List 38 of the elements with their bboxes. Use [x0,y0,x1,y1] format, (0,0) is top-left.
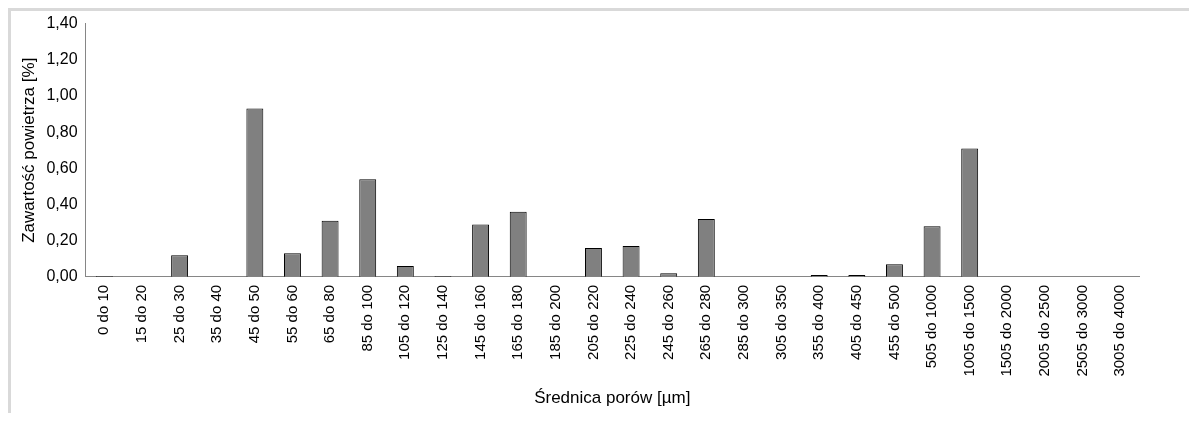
x-tick-label: 455 do 500 [884,284,902,360]
y-axis-title: Zawartość powietrza [%] [18,57,38,243]
x-tick-label: 1505 do 2000 [997,284,1015,377]
y-tick-label: 0,00 [46,267,78,285]
x-tick-label: 125 do 140 [433,284,451,360]
x-tick-label: 205 do 220 [583,284,601,360]
x-tick-label: 245 do 260 [658,284,676,360]
x-tick-label: 35 do 40 [207,284,225,344]
x-tick-label: 185 do 200 [545,284,563,360]
x-tick-label: 105 do 120 [395,284,413,360]
y-tick-label: 0,20 [46,231,78,249]
y-tick-label: 1,00 [46,86,78,104]
x-tick-label: 3005 do 4000 [1110,284,1128,377]
y-tick-label: 0,60 [46,158,78,176]
x-tick-label: 505 do 1000 [922,284,940,369]
x-tick-label: 0 do 10 [94,284,112,335]
x-tick-label: 145 do 160 [470,284,488,360]
y-tick-label: 1,40 [46,14,78,32]
x-tick-label: 285 do 300 [734,284,752,360]
y-tick-label: 1,20 [46,50,78,68]
x-tick-label: 165 do 180 [508,284,526,360]
y-tick-label: 0,80 [46,122,78,140]
x-tick-label: 85 do 100 [357,284,375,352]
x-tick-label: 25 do 30 [169,284,187,344]
x-tick-label: 2505 do 3000 [1072,284,1090,377]
x-axis-title: Średnica porów [µm] [534,388,691,408]
x-tick-label: 45 do 50 [244,284,262,344]
x-tick-label: 265 do 280 [696,284,714,360]
x-tick-label: 305 do 350 [771,284,789,360]
x-tick-label: 15 do 20 [132,284,150,344]
x-tick-label: 1005 do 1500 [959,284,977,377]
x-tick-label: 65 do 80 [320,284,338,344]
x-tick-label: 355 do 400 [809,284,827,360]
y-tick-label: 0,40 [46,194,78,212]
x-tick-label: 405 do 450 [846,284,864,360]
x-tick-label: 225 do 240 [621,284,639,360]
x-tick-label: 55 do 60 [282,284,300,344]
x-tick-label: 2005 do 2500 [1035,284,1053,377]
